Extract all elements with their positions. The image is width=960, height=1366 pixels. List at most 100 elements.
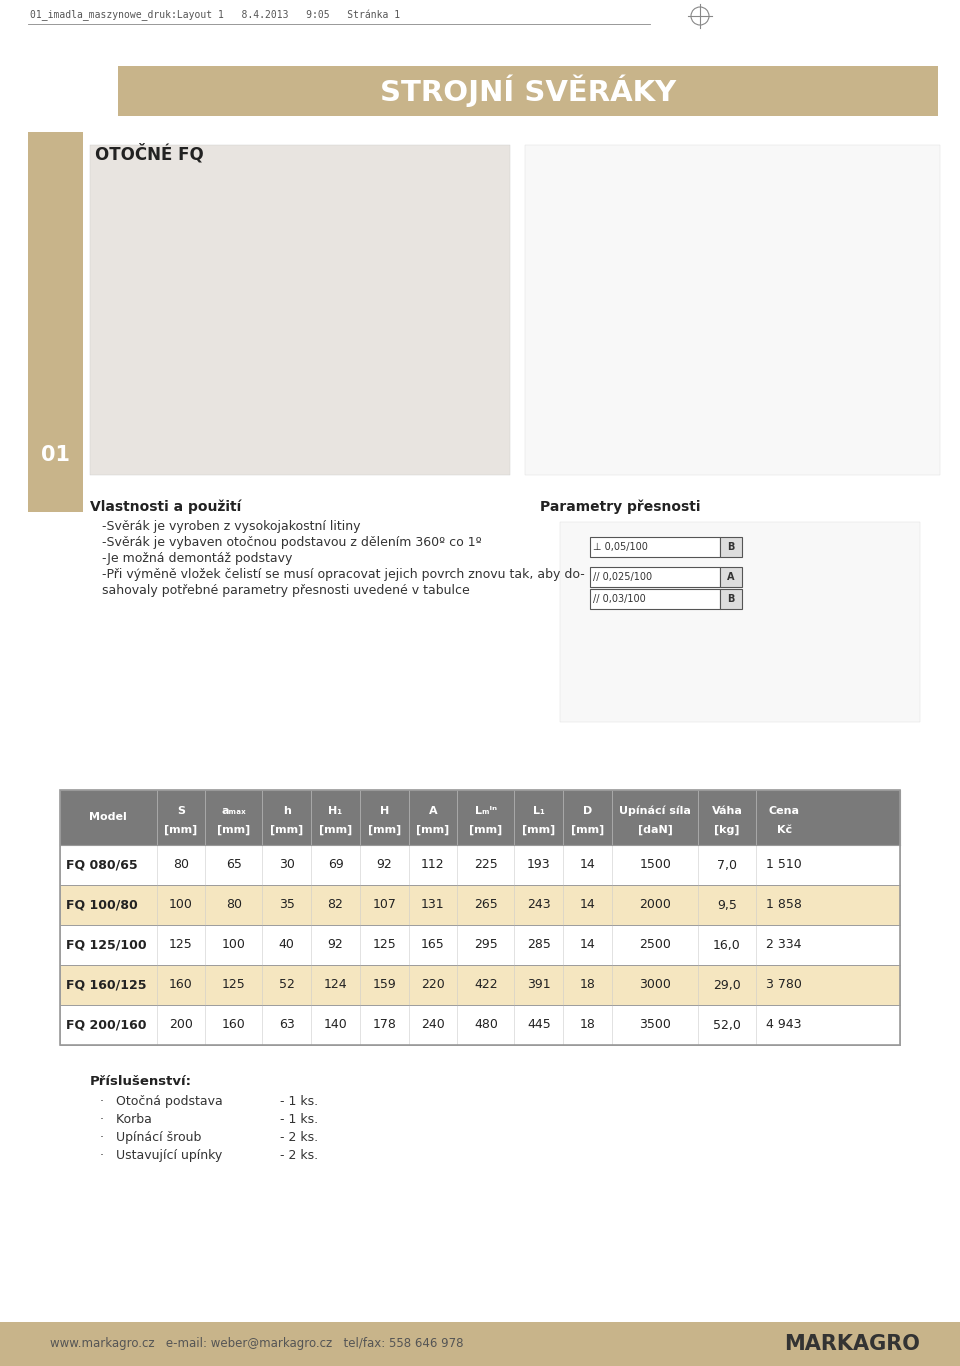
Text: ·   Otočná podstava: · Otočná podstava [100,1096,223,1108]
Bar [720,537,742,557]
Text: 30: 30 [278,858,295,872]
Text: 265: 265 [474,899,497,911]
Text: 2500: 2500 [639,938,671,952]
Text: 92: 92 [327,938,344,952]
Text: Kč: Kč [777,825,792,835]
Text: B: B [728,594,734,604]
Text: 14: 14 [580,938,595,952]
Text: L₁: L₁ [533,806,544,816]
Text: Cena: Cena [769,806,800,816]
Text: -Je možná demontáž podstavy: -Je možná demontáž podstavy [102,552,293,566]
Text: -Svěrák je vyroben z vysokojakostní litiny: -Svěrák je vyroben z vysokojakostní liti… [102,520,361,533]
Text: 3000: 3000 [639,978,671,992]
Text: 100: 100 [222,938,246,952]
Text: 125: 125 [169,938,193,952]
Bar [60,790,900,846]
Text: 220: 220 [421,978,444,992]
Text: FQ 160/125: FQ 160/125 [66,978,147,992]
Text: 14: 14 [580,899,595,911]
Text: [mm]: [mm] [217,825,251,835]
Text: Upínácí síla: Upínácí síla [619,806,691,816]
Text: [kg]: [kg] [714,825,740,835]
Text: 16,0: 16,0 [713,938,741,952]
Text: OTOČNÉ FQ: OTOČNÉ FQ [95,145,204,164]
Text: FQ 100/80: FQ 100/80 [66,899,137,911]
Text: - 2 ks.: - 2 ks. [280,1149,318,1162]
Text: aₘₐₓ: aₘₐₓ [222,806,247,816]
Text: 52: 52 [278,978,295,992]
Text: 100: 100 [169,899,193,911]
Text: 18: 18 [580,978,595,992]
Bar [118,66,938,116]
Text: 52,0: 52,0 [713,1019,741,1031]
Text: 92: 92 [376,858,392,872]
Bar [60,1005,900,1045]
Text: 69: 69 [327,858,344,872]
Text: 160: 160 [222,1019,246,1031]
Bar [60,964,900,1005]
Text: Příslušenství:: Příslušenství: [90,1075,192,1087]
Bar [590,537,720,557]
Text: 240: 240 [421,1019,444,1031]
Bar [60,846,900,885]
Text: 1500: 1500 [639,858,671,872]
Text: STROJNÍ SVĚRÁKY: STROJNÍ SVĚRÁKY [380,75,676,108]
Text: // 0,03/100: // 0,03/100 [593,594,646,604]
Text: FQ 080/65: FQ 080/65 [66,858,137,872]
Text: 285: 285 [527,938,551,952]
Text: D: D [583,806,592,816]
Text: FQ 200/160: FQ 200/160 [66,1019,147,1031]
Text: 14: 14 [580,858,595,872]
Text: 18: 18 [580,1019,595,1031]
Text: 65: 65 [226,858,242,872]
Text: A: A [429,806,437,816]
Text: 2000: 2000 [639,899,671,911]
Text: 82: 82 [327,899,344,911]
Text: 295: 295 [474,938,497,952]
Text: ⊥ 0,05/100: ⊥ 0,05/100 [593,542,648,552]
Text: [mm]: [mm] [368,825,401,835]
Text: 178: 178 [372,1019,396,1031]
Text: 3 780: 3 780 [766,978,802,992]
Text: www.markagro.cz   e-mail: weber@markagro.cz   tel/fax: 558 646 978: www.markagro.cz e-mail: weber@markagro.c… [50,1337,464,1351]
Bar [28,133,83,512]
Text: 445: 445 [527,1019,551,1031]
Text: 63: 63 [279,1019,295,1031]
Text: 3500: 3500 [639,1019,671,1031]
Text: -Svěrák je vybaven otočnou podstavou z dělením 360º co 1º: -Svěrák je vybaven otočnou podstavou z d… [102,535,482,549]
Text: // 0,025/100: // 0,025/100 [593,572,652,582]
Text: 35: 35 [278,899,295,911]
Text: -Při výměně vložek čelistí se musí opracovat jejich povrch znovu tak, aby do-: -Při výměně vložek čelistí se musí oprac… [102,568,585,581]
Text: 40: 40 [278,938,295,952]
Bar [525,145,940,475]
Text: ·   Korba: · Korba [100,1113,152,1126]
Text: 80: 80 [226,899,242,911]
Text: 422: 422 [474,978,497,992]
Text: 4 943: 4 943 [766,1019,802,1031]
Text: - 1 ks.: - 1 ks. [280,1113,318,1126]
Bar [90,145,510,475]
Text: 107: 107 [372,899,396,911]
Bar [590,567,720,587]
Text: sahovaly potřebné parametry přesnosti uvedené v tabulce: sahovaly potřebné parametry přesnosti uv… [102,585,469,597]
Text: [mm]: [mm] [417,825,449,835]
Text: [mm]: [mm] [522,825,556,835]
Text: 243: 243 [527,899,551,911]
Text: 112: 112 [421,858,444,872]
Text: Parametry přesnosti: Parametry přesnosti [540,500,701,515]
Text: 9,5: 9,5 [717,899,737,911]
Bar [560,522,920,723]
Text: B: B [728,542,734,552]
Text: S: S [177,806,185,816]
Text: 193: 193 [527,858,551,872]
Text: 7,0: 7,0 [717,858,737,872]
Text: Lₘᴵⁿ: Lₘᴵⁿ [475,806,497,816]
Bar [720,567,742,587]
Text: 1 510: 1 510 [766,858,802,872]
Text: [mm]: [mm] [164,825,198,835]
Text: Váha: Váha [711,806,742,816]
Text: h: h [283,806,291,816]
Bar [60,790,900,1045]
Text: 391: 391 [527,978,551,992]
Text: FQ 125/100: FQ 125/100 [66,938,147,952]
